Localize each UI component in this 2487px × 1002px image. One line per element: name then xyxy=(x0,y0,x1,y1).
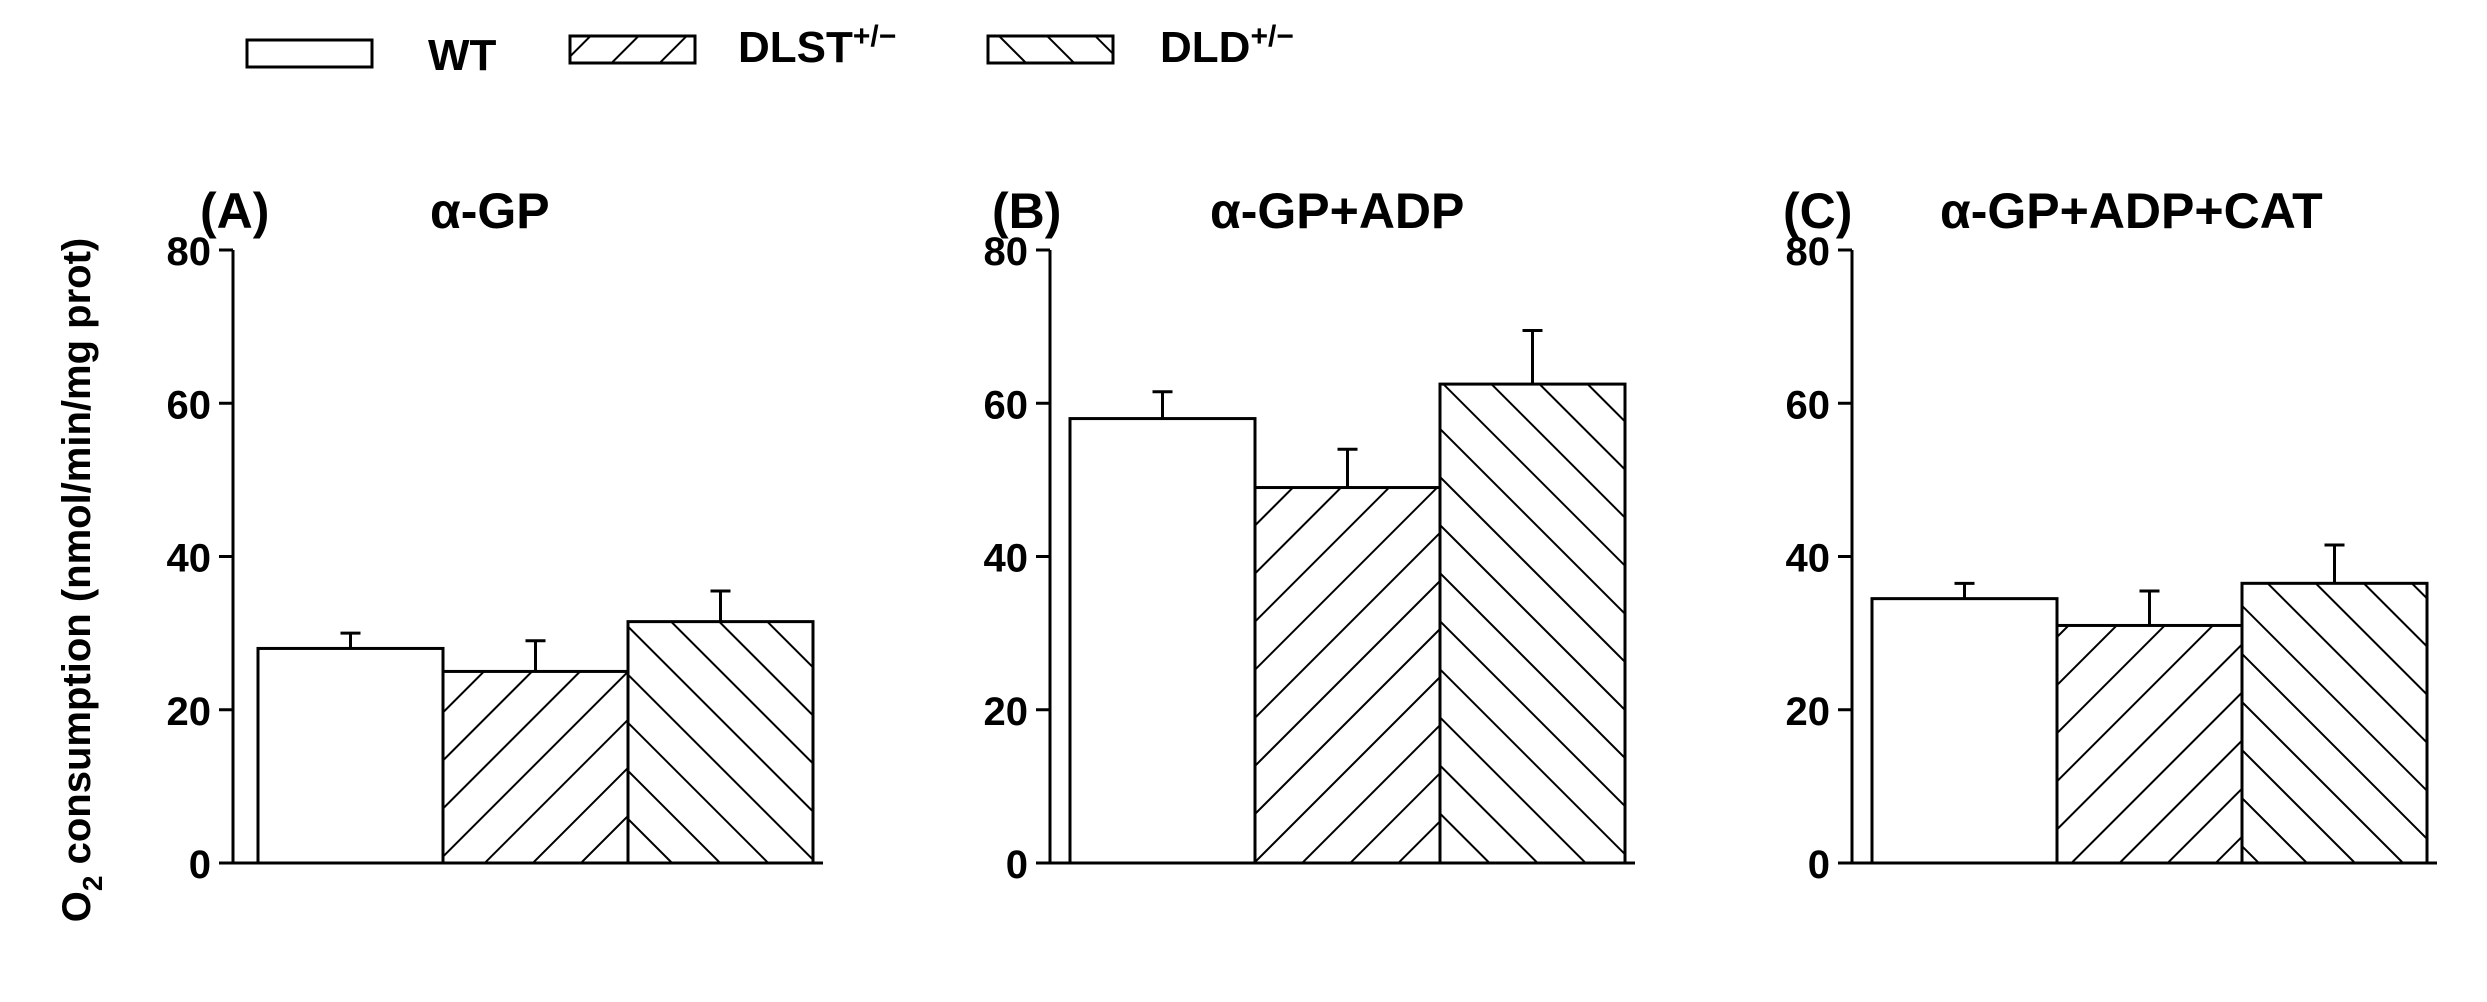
bar-wt xyxy=(1068,417,1257,865)
legend-label-dlst: DLST+/− xyxy=(738,20,896,72)
legend-label-dld-main: DLD xyxy=(1160,23,1250,72)
bar-wt xyxy=(256,646,445,865)
y-tick-label: 60 xyxy=(167,383,212,427)
y-axis-label: O2 consumption (nmol/min/mg prot) xyxy=(55,238,108,922)
y-tick-label: 20 xyxy=(1786,690,1831,734)
legend-label-dld: DLD+/− xyxy=(1160,20,1294,72)
legend-swatch-dlst xyxy=(568,34,697,65)
panel-label: (B) xyxy=(992,183,1061,239)
panel-2: (B) α-GP+ADP 0 20 40 60 80 xyxy=(984,183,1635,887)
bar-wt xyxy=(1870,597,2059,865)
bar-dld xyxy=(2240,581,2429,865)
y-tick-label: 80 xyxy=(167,230,212,274)
y-tick-label: 60 xyxy=(1786,383,1831,427)
y-axis-label-prefix: O xyxy=(55,891,99,922)
bar-dlst xyxy=(1253,486,1442,865)
y-axis-label-sub: 2 xyxy=(77,876,108,892)
legend-label-dlst-main: DLST xyxy=(738,23,853,72)
y-tick-label: 60 xyxy=(984,383,1029,427)
legend-swatch-wt xyxy=(245,38,374,69)
legend: WT DLST+/− DLD+/− xyxy=(245,20,1294,80)
y-tick-label: 0 xyxy=(189,843,211,887)
bar-dlst xyxy=(2055,623,2244,865)
bar-dld xyxy=(626,620,815,865)
y-tick-label: 40 xyxy=(1786,537,1831,581)
legend-swatch-dld xyxy=(986,34,1115,65)
y-tick-label: 0 xyxy=(1808,843,1830,887)
legend-label-dld-sup: +/− xyxy=(1250,20,1293,53)
legend-label-dlst-sup: +/− xyxy=(853,20,896,53)
panel-title: α-GP+ADP xyxy=(1210,183,1464,239)
y-tick-label: 40 xyxy=(984,537,1029,581)
y-tick-label: 40 xyxy=(167,537,212,581)
panel-1: (A) α-GP 0 20 40 60 80 xyxy=(167,183,823,887)
y-tick-label: 20 xyxy=(167,690,212,734)
panel-label: (A) xyxy=(200,183,269,239)
bar-dlst xyxy=(441,669,630,865)
y-tick-label: 0 xyxy=(1006,843,1028,887)
bar-dld xyxy=(1438,382,1627,865)
y-tick-label: 80 xyxy=(984,230,1029,274)
panel-3: (C) α-GP+ADP+CAT 0 20 40 60 80 xyxy=(1783,183,2437,887)
panel-title: α-GP+ADP+CAT xyxy=(1940,183,2323,239)
y-axis-label-rest: consumption (nmol/min/mg prot) xyxy=(55,238,99,876)
panel-title: α-GP xyxy=(430,183,550,239)
y-tick-label: 80 xyxy=(1786,230,1831,274)
legend-label-wt: WT xyxy=(428,31,497,80)
y-tick-label: 20 xyxy=(984,690,1029,734)
panel-label: (C) xyxy=(1783,183,1852,239)
